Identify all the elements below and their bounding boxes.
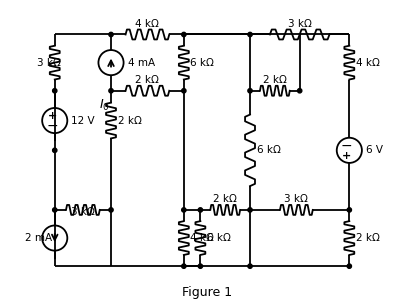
Text: 2 mA: 2 mA: [25, 233, 52, 243]
Text: $I_0$: $I_0$: [98, 98, 109, 113]
Text: 2 kΩ: 2 kΩ: [355, 233, 379, 243]
Text: 2 kΩ: 2 kΩ: [262, 75, 286, 85]
Circle shape: [247, 32, 252, 37]
Circle shape: [181, 88, 185, 93]
Text: 4 kΩ: 4 kΩ: [190, 233, 214, 243]
Circle shape: [247, 208, 252, 212]
Text: 2 kΩ: 2 kΩ: [213, 194, 237, 204]
Circle shape: [181, 32, 185, 37]
Circle shape: [247, 264, 252, 268]
Text: 3 kΩ: 3 kΩ: [71, 207, 95, 217]
Circle shape: [109, 88, 113, 93]
Text: 3 kΩ: 3 kΩ: [36, 58, 60, 68]
Circle shape: [347, 264, 351, 268]
Text: −: −: [46, 119, 58, 133]
Text: 2 kΩ: 2 kΩ: [117, 116, 141, 126]
Text: 3 kΩ: 3 kΩ: [287, 18, 311, 28]
Circle shape: [52, 148, 57, 153]
Circle shape: [198, 264, 202, 268]
Text: 6 kΩ: 6 kΩ: [190, 58, 214, 68]
Circle shape: [52, 208, 57, 212]
Circle shape: [109, 32, 113, 37]
Circle shape: [181, 264, 185, 268]
Circle shape: [198, 208, 202, 212]
Text: 6 kΩ: 6 kΩ: [206, 233, 230, 243]
Circle shape: [247, 88, 252, 93]
Text: +: +: [341, 151, 351, 161]
Text: 4 mA: 4 mA: [127, 58, 154, 68]
Circle shape: [52, 88, 57, 93]
Text: 4 kΩ: 4 kΩ: [355, 58, 379, 68]
Text: 12 V: 12 V: [71, 116, 95, 126]
Circle shape: [347, 208, 351, 212]
Text: −: −: [340, 138, 351, 153]
Text: +: +: [47, 111, 57, 120]
Circle shape: [297, 88, 301, 93]
Text: 6 V: 6 V: [365, 145, 382, 155]
Circle shape: [109, 208, 113, 212]
Text: 4 kΩ: 4 kΩ: [135, 18, 159, 28]
Text: 3 kΩ: 3 kΩ: [284, 194, 308, 204]
Text: Figure 1: Figure 1: [181, 286, 232, 299]
Circle shape: [181, 208, 185, 212]
Text: 2 kΩ: 2 kΩ: [135, 75, 159, 85]
Text: 6 kΩ: 6 kΩ: [256, 145, 280, 155]
